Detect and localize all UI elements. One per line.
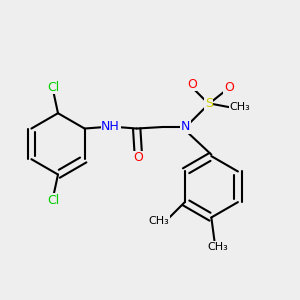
Text: O: O (133, 151, 143, 164)
Text: N: N (181, 121, 190, 134)
Text: Cl: Cl (47, 81, 59, 94)
Text: CH₃: CH₃ (229, 102, 250, 112)
Text: O: O (224, 81, 234, 94)
Text: CH₃: CH₃ (207, 242, 228, 252)
Text: S: S (205, 98, 213, 110)
Text: NH: NH (101, 121, 120, 134)
Text: CH₃: CH₃ (148, 215, 169, 226)
Text: O: O (187, 78, 197, 91)
Text: Cl: Cl (47, 194, 59, 207)
